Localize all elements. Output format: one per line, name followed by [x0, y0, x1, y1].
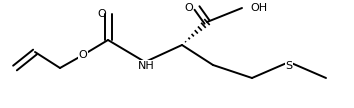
- Text: O: O: [98, 9, 106, 19]
- Text: S: S: [285, 61, 292, 71]
- Text: O: O: [79, 50, 87, 60]
- Text: OH: OH: [250, 3, 267, 13]
- Text: NH: NH: [138, 61, 154, 71]
- Text: O: O: [185, 3, 193, 13]
